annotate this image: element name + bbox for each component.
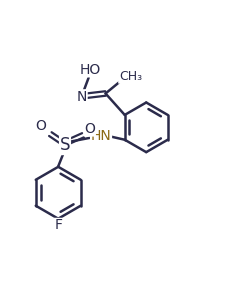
Text: O: O [35,119,46,133]
Text: CH₃: CH₃ [119,70,142,83]
Text: HN: HN [91,129,111,143]
Text: N: N [77,90,87,104]
Text: S: S [60,136,70,154]
Text: F: F [54,219,62,232]
Text: HO: HO [79,63,100,77]
Text: O: O [84,122,95,136]
